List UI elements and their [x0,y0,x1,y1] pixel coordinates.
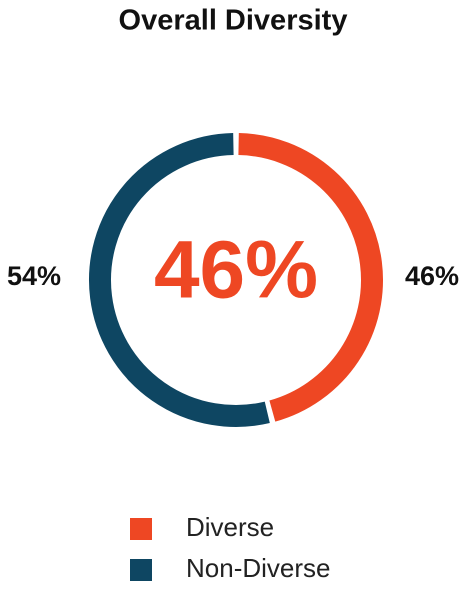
legend-label: Non-Diverse [186,553,331,583]
value-label: 54% [7,261,61,291]
value-label: 46% [405,261,459,291]
legend-label: Diverse [186,512,274,542]
legend-swatch [130,518,152,540]
chart-title: Overall Diversity [119,5,348,37]
center-label: 46% [154,225,318,316]
legend-swatch [130,559,152,581]
donut-segment [238,133,383,422]
donut-segment [89,133,270,427]
